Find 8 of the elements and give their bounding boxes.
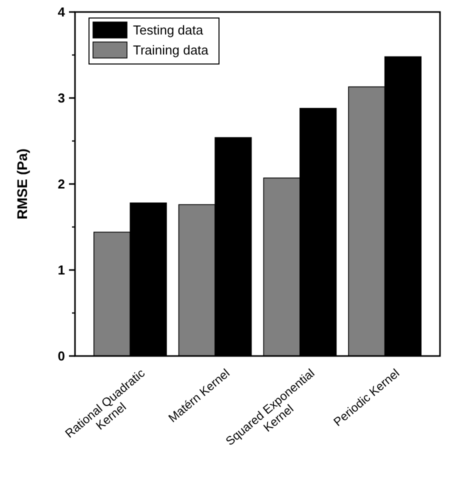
y-tick-label: 3 (58, 90, 65, 106)
y-tick-label: 4 (58, 4, 66, 20)
y-tick-label: 1 (58, 262, 65, 278)
y-tick-label: 2 (58, 176, 65, 192)
legend-label: Testing data (133, 22, 204, 38)
legend-label: Training data (133, 42, 210, 58)
y-axis-title: RMSE (Pa) (14, 148, 30, 220)
y-tick-label: 0 (58, 348, 65, 364)
